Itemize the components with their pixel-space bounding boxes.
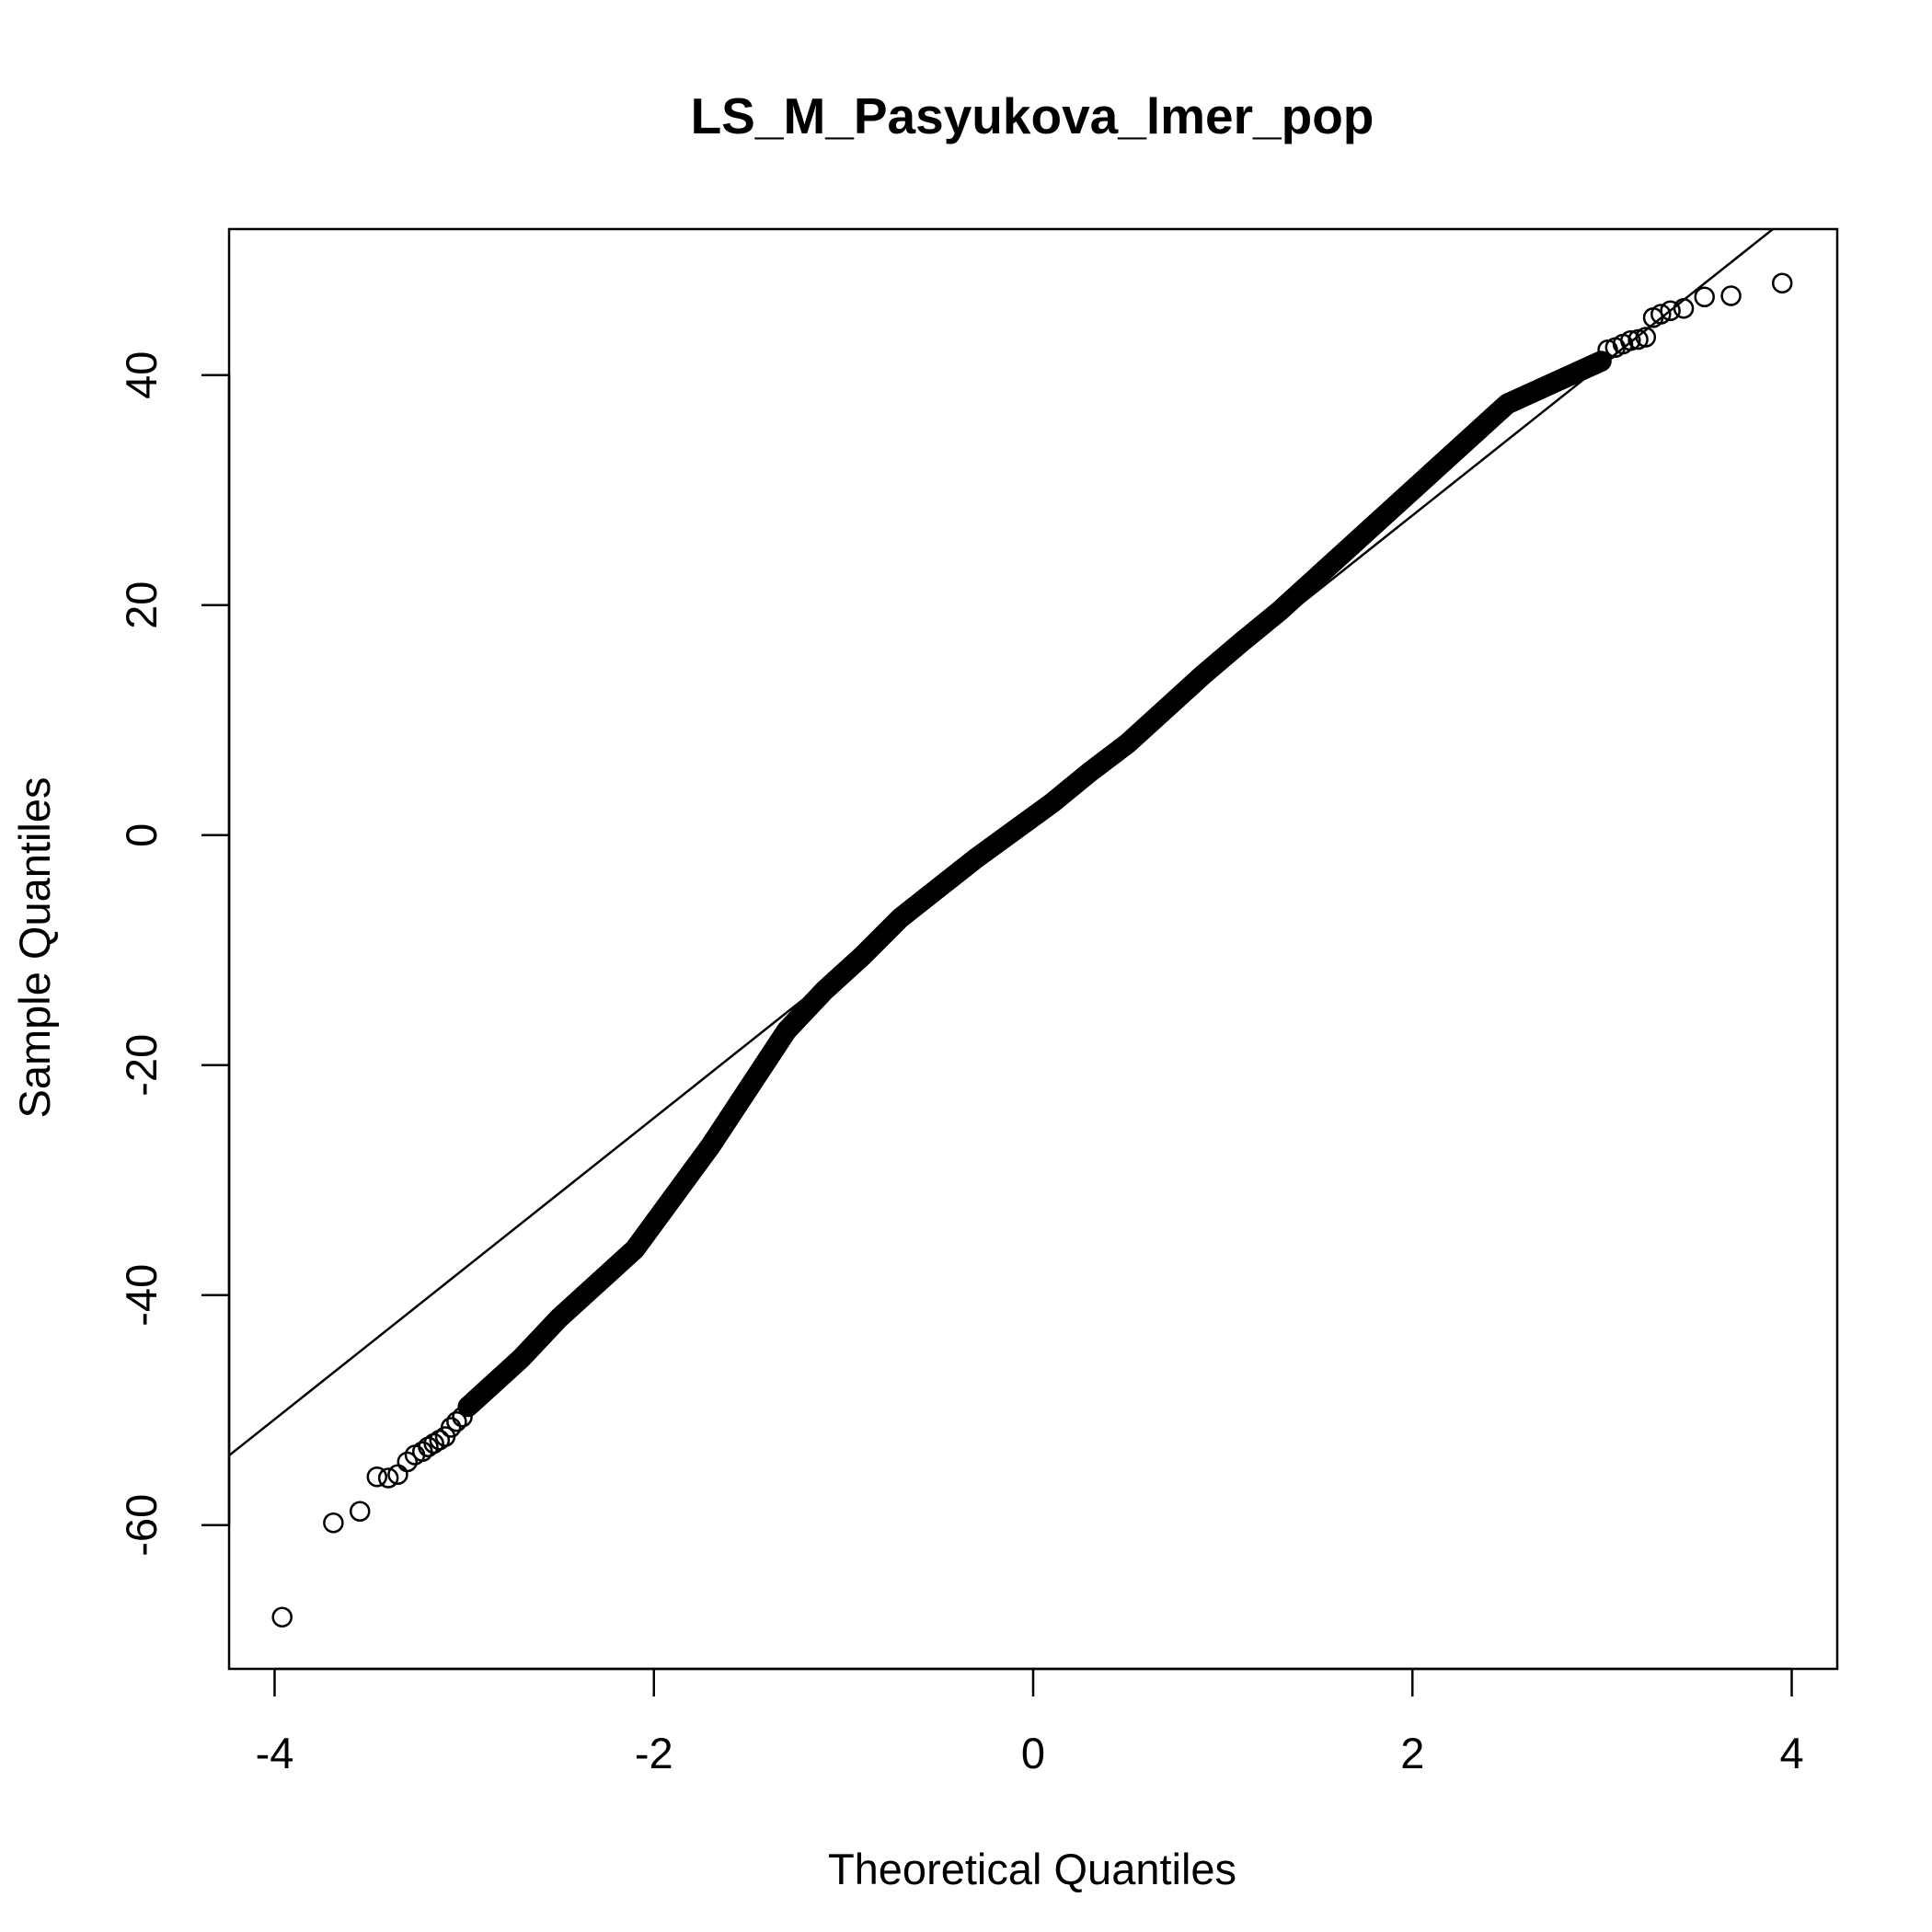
qq-point [323, 1512, 344, 1534]
data-points [271, 272, 1793, 1627]
x-tick-label: -2 [635, 1729, 673, 1777]
y-tick-label: 0 [117, 823, 166, 847]
qq-point [1660, 300, 1681, 321]
x-tick-label: 2 [1400, 1729, 1424, 1777]
y-tick-label: 20 [117, 581, 166, 629]
y-tick-label: 40 [117, 351, 166, 399]
qq-point [1771, 272, 1793, 293]
qq-point [1591, 351, 1612, 372]
qq-point [349, 1501, 371, 1522]
qq-point [446, 1411, 467, 1432]
qq-point [1620, 330, 1641, 351]
x-tick-label: -4 [256, 1729, 294, 1777]
x-axis-ticks: -4 -2 0 2 4 [256, 1669, 1804, 1777]
y-tick-label: -20 [117, 1034, 166, 1097]
y-tick-label: -40 [117, 1264, 166, 1327]
x-tick-label: 0 [1021, 1729, 1045, 1777]
qq-point [1650, 304, 1672, 325]
qq-point [1635, 327, 1657, 348]
qq-point [271, 1606, 293, 1627]
y-axis-ticks: -60 -40 -20 0 20 40 [117, 351, 229, 1557]
qq-point [366, 1466, 388, 1488]
x-tick-label: 4 [1779, 1729, 1803, 1777]
qq-point [397, 1451, 419, 1473]
plot-frame [227, 227, 1839, 1671]
x-axis-label: Theoretical Quantiles [828, 1845, 1236, 1893]
qq-point [440, 1417, 462, 1438]
qq-point [1673, 298, 1695, 319]
qq-point [1720, 285, 1742, 306]
qq-point [1694, 286, 1715, 307]
qq-point [377, 1467, 399, 1489]
y-axis-label: Sample Quantiles [10, 777, 59, 1119]
chart-title: LS_M_Pasyukova_lmer_pop [691, 87, 1374, 144]
y-tick-label: -60 [117, 1494, 166, 1557]
